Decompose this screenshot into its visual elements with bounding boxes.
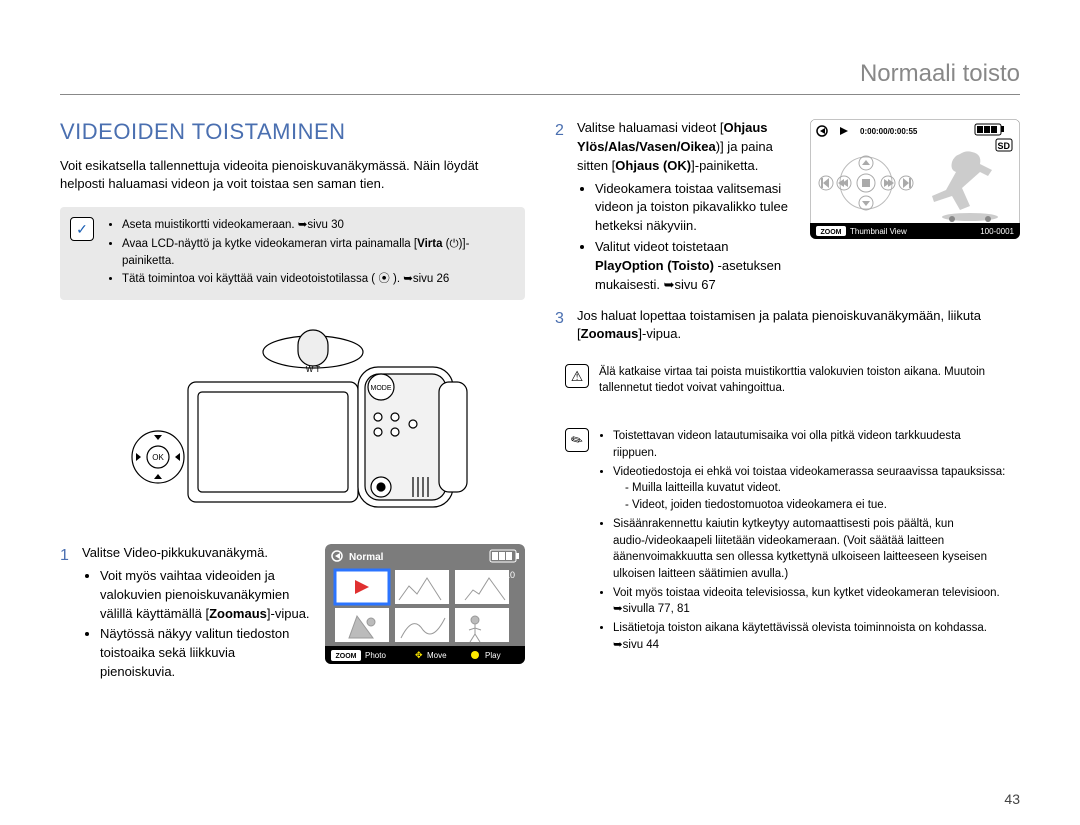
setup-note-box: ✓ Aseta muistikortti videokameraan. ➥siv…: [60, 207, 525, 300]
list-item: Videotiedostoja ei ehkä voi toistaa vide…: [613, 464, 1008, 514]
list-item: Lisätietoja toiston aikana käytettävissä…: [613, 620, 1008, 653]
wt-label: W T: [305, 365, 320, 374]
section-heading: VIDEOIDEN TOISTAMINEN: [60, 119, 525, 145]
page-number: 43: [1004, 791, 1020, 807]
camera-illustration: W T MODE OK: [60, 312, 525, 532]
playback-lcd: 0:00:00/0:00:55 SD: [810, 119, 1020, 244]
note-icon: ✎: [565, 428, 589, 452]
list-item: Videokamera toistaa valitsemasi videon j…: [595, 180, 796, 237]
page: Normaali toisto VIDEOIDEN TOISTAMINEN Vo…: [0, 0, 1080, 825]
svg-text:ZOOM: ZOOM: [336, 653, 357, 660]
intro-paragraph: Voit esikatsella tallennettuja videoita …: [60, 157, 525, 193]
two-column-layout: VIDEOIDEN TOISTAMINEN Voit esikatsella t…: [60, 119, 1020, 694]
left-column: VIDEOIDEN TOISTAMINEN Voit esikatsella t…: [60, 119, 525, 694]
lcd-timer: 0:00:00/0:00:55: [860, 127, 918, 136]
ok-label: OK: [152, 453, 164, 462]
list-item: Valitut videot toistetaan PlayOption (To…: [595, 238, 796, 295]
list-item: Sisäänrakennettu kaiutin kytkeytyy autom…: [613, 516, 1008, 583]
step-2: 2 Valitse haluamasi videot [Ohjaus Ylös/…: [555, 119, 796, 297]
warning-box: ⚠ Älä katkaise virtaa tai poista muistik…: [555, 354, 1020, 406]
svg-text:ZOOM: ZOOM: [821, 229, 842, 236]
step-1-bullets: Voit myös vaihtaa videoiden ja valokuvie…: [82, 567, 313, 682]
sub-item: - Muilla laitteilla kuvatut videot.: [625, 480, 1008, 497]
check-icon: ✓: [70, 217, 94, 241]
warning-icon: ⚠: [565, 364, 589, 388]
footer-label: Thumbnail View: [850, 227, 907, 236]
mode-label: MODE: [370, 385, 391, 392]
page-title: Normaali toisto: [60, 60, 1020, 94]
sub-item: - Videot, joiden tiedostomuotoa videokam…: [625, 497, 1008, 514]
svg-text:Move: Move: [427, 651, 447, 660]
list-item: Näytössä näkyy valitun tiedoston toistoa…: [100, 625, 313, 682]
header-rule: [60, 94, 1020, 95]
step-number: 3: [555, 307, 569, 345]
warning-text: Älä katkaise virtaa tai poista muistikor…: [599, 364, 1008, 396]
svg-text:Play: Play: [485, 651, 501, 660]
info-list: Toistettavan videon latautumisaika voi o…: [599, 428, 1008, 653]
setup-list: Aseta muistikortti videokameraan. ➥sivu …: [108, 217, 513, 288]
step-number: 1: [60, 544, 74, 684]
info-box: ✎ Toistettavan videon latautumisaika voi…: [555, 418, 1020, 665]
step-number: 2: [555, 119, 569, 297]
svg-text:Photo: Photo: [365, 651, 386, 660]
setup-item: Tätä toimintoa voi käyttää vain videotoi…: [122, 271, 513, 288]
right-column: 2 Valitse haluamasi videot [Ohjaus Ylös/…: [555, 119, 1020, 694]
step-3: 3 Jos haluat lopettaa toistamisen ja pal…: [555, 307, 1020, 345]
clip-id: 100-0001: [980, 227, 1014, 236]
step-1: 1 Valitse Video-pikkukuvanäkymä. Voit my…: [60, 544, 525, 684]
setup-item: Aseta muistikortti videokameraan. ➥sivu …: [122, 217, 513, 234]
sd-label: SD: [997, 141, 1010, 151]
camera-svg: W T MODE OK: [113, 312, 473, 532]
step-1-lead: Valitse Video-pikkukuvanäkymä.: [82, 545, 268, 560]
lcd-top-label: Normal: [349, 552, 384, 563]
thumbnail-lcd: Normal 1/10: [325, 544, 525, 670]
list-item: Toistettavan videon latautumisaika voi o…: [613, 428, 1008, 461]
list-item: Voit myös vaihtaa videoiden ja valokuvie…: [100, 567, 313, 624]
svg-text:✥: ✥: [415, 650, 423, 660]
list-item: Voit myös toistaa videoita televisiossa,…: [613, 585, 1008, 618]
setup-item: Avaa LCD-näyttö ja kytke videokameran vi…: [122, 236, 513, 269]
